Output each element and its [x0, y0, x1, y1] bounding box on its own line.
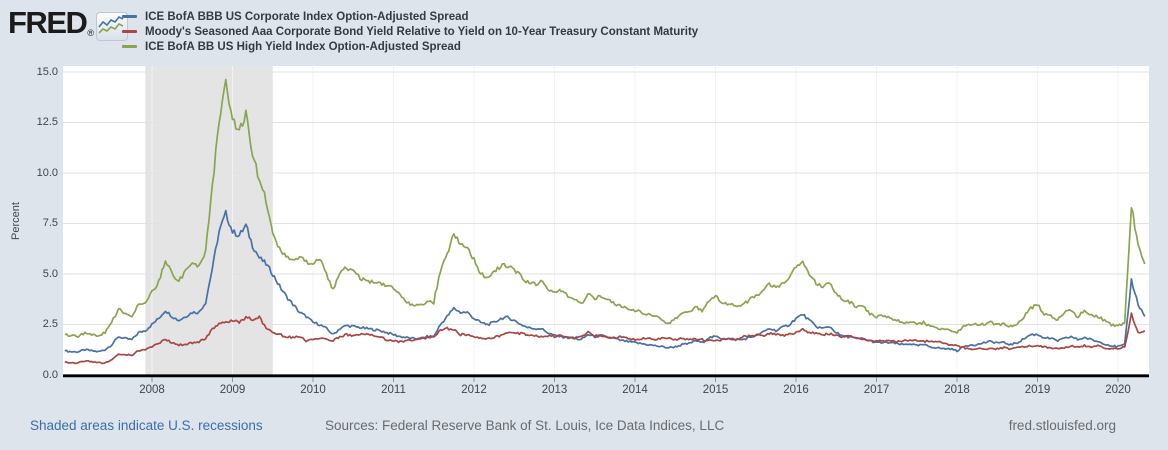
series-line-1	[64, 312, 1146, 365]
legend-item-bbb-oas: ICE BofA BBB US Corporate Index Option-A…	[122, 9, 698, 24]
series-line-2	[64, 78, 1146, 339]
sources-text: Sources: Federal Reserve Bank of St. Lou…	[325, 418, 725, 433]
x-tick-label: 2020	[1105, 384, 1131, 396]
x-tick-label: 2016	[783, 384, 809, 396]
x-tick-label: 2018	[944, 384, 970, 396]
x-tick-label: 2011	[381, 384, 406, 396]
recession-note-link[interactable]: Shaded areas indicate U.S. recessions	[30, 418, 263, 433]
legend-label: ICE BofA BBB US Corporate Index Option-A…	[145, 10, 469, 23]
legend-swatch-blue	[122, 15, 137, 18]
x-tick-label: 2009	[219, 384, 246, 396]
legend: ICE BofA BBB US Corporate Index Option-A…	[122, 9, 698, 54]
legend-label: Moody's Seasoned Aaa Corporate Bond Yiel…	[145, 25, 699, 38]
legend-item-aaa-10y: Moody's Seasoned Aaa Corporate Bond Yiel…	[122, 24, 698, 39]
y-tick-label: 5.0	[42, 267, 58, 280]
legend-label: ICE BofA BB US High Yield Index Option-A…	[145, 40, 461, 53]
y-tick-label: 7.5	[42, 217, 58, 229]
x-tick-label: 2017	[863, 384, 890, 396]
y-tick-label: 12.5	[36, 116, 58, 128]
x-tick-label: 2019	[1024, 384, 1051, 396]
x-tick-label: 2008	[139, 384, 165, 396]
fred-logo-text: FRED	[8, 5, 88, 40]
legend-item-bb-oas: ICE BofA BB US High Yield Index Option-A…	[122, 39, 698, 54]
y-tick-label: 10.0	[36, 166, 58, 179]
x-tick-label: 2014	[622, 384, 648, 396]
legend-swatch-green	[122, 45, 137, 48]
x-tick-label: 2010	[300, 384, 326, 396]
y-axis-title: Percent	[10, 202, 22, 240]
y-tick-label: 15.0	[36, 65, 58, 78]
fred-logo: FRED ®	[8, 5, 129, 41]
x-tick-label: 2015	[702, 384, 729, 396]
x-tick-label: 2012	[461, 384, 487, 396]
y-tick-label: 0.0	[42, 368, 58, 381]
fred-url-text: fred.stlouisfed.org	[1008, 418, 1116, 433]
x-tick-label: 2013	[541, 384, 568, 396]
registered-mark: ®	[87, 28, 95, 38]
y-tick-label: 2.5	[42, 318, 58, 330]
legend-swatch-red	[122, 30, 137, 33]
